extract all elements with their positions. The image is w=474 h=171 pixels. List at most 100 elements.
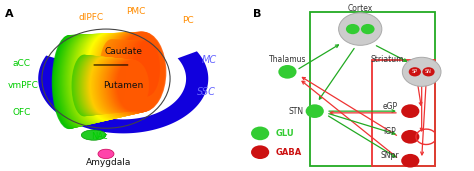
Circle shape	[361, 24, 374, 34]
Circle shape	[401, 154, 419, 168]
Ellipse shape	[93, 33, 136, 119]
Ellipse shape	[100, 33, 144, 117]
Ellipse shape	[103, 32, 147, 116]
Ellipse shape	[91, 57, 119, 114]
Ellipse shape	[106, 40, 131, 108]
Ellipse shape	[60, 35, 96, 127]
Ellipse shape	[72, 55, 96, 116]
Ellipse shape	[103, 40, 128, 109]
Ellipse shape	[73, 55, 98, 116]
Ellipse shape	[117, 60, 148, 111]
Text: vmPFC: vmPFC	[8, 81, 38, 90]
Ellipse shape	[109, 59, 139, 112]
Ellipse shape	[113, 32, 159, 114]
Ellipse shape	[85, 56, 112, 115]
Ellipse shape	[109, 40, 133, 107]
Ellipse shape	[62, 35, 98, 127]
Ellipse shape	[109, 40, 134, 107]
Text: PMC: PMC	[126, 8, 145, 16]
Ellipse shape	[66, 34, 103, 126]
Ellipse shape	[56, 35, 91, 128]
Ellipse shape	[131, 41, 156, 98]
Ellipse shape	[72, 34, 110, 124]
Ellipse shape	[103, 58, 132, 113]
Ellipse shape	[77, 34, 116, 123]
Ellipse shape	[57, 35, 92, 128]
Ellipse shape	[94, 33, 136, 119]
Ellipse shape	[68, 34, 106, 125]
Ellipse shape	[98, 33, 141, 117]
Ellipse shape	[130, 41, 155, 98]
Ellipse shape	[127, 41, 151, 99]
Ellipse shape	[113, 59, 145, 112]
Ellipse shape	[78, 55, 103, 116]
Ellipse shape	[56, 35, 91, 128]
Ellipse shape	[90, 57, 117, 114]
Ellipse shape	[65, 34, 102, 126]
Ellipse shape	[96, 33, 139, 118]
Ellipse shape	[128, 41, 152, 99]
Ellipse shape	[82, 56, 109, 115]
Ellipse shape	[117, 60, 149, 111]
Text: MC: MC	[202, 55, 217, 65]
Ellipse shape	[63, 35, 99, 126]
Ellipse shape	[105, 58, 135, 113]
Polygon shape	[38, 51, 208, 133]
Ellipse shape	[107, 32, 151, 115]
Ellipse shape	[83, 56, 110, 115]
Ellipse shape	[111, 59, 142, 112]
Ellipse shape	[132, 41, 156, 97]
Ellipse shape	[108, 32, 152, 115]
Ellipse shape	[85, 33, 126, 121]
Ellipse shape	[53, 35, 88, 129]
Ellipse shape	[106, 40, 130, 108]
Ellipse shape	[72, 34, 110, 124]
Ellipse shape	[52, 35, 86, 129]
Ellipse shape	[114, 40, 138, 105]
Ellipse shape	[118, 40, 143, 103]
Ellipse shape	[110, 32, 155, 114]
Ellipse shape	[83, 34, 124, 121]
Text: GLU: GLU	[276, 129, 295, 138]
Ellipse shape	[64, 34, 101, 126]
Circle shape	[346, 24, 360, 34]
Circle shape	[306, 104, 324, 118]
Ellipse shape	[98, 58, 126, 113]
Ellipse shape	[118, 32, 164, 113]
Ellipse shape	[87, 33, 128, 120]
Ellipse shape	[86, 56, 113, 115]
Ellipse shape	[102, 58, 132, 113]
Circle shape	[409, 67, 421, 76]
Ellipse shape	[135, 41, 160, 96]
Ellipse shape	[108, 40, 132, 108]
Ellipse shape	[55, 35, 91, 128]
Ellipse shape	[114, 40, 139, 105]
Ellipse shape	[121, 40, 146, 102]
Ellipse shape	[102, 40, 127, 110]
Ellipse shape	[54, 35, 89, 129]
Ellipse shape	[71, 34, 109, 124]
Ellipse shape	[128, 41, 153, 99]
Ellipse shape	[86, 33, 127, 121]
Ellipse shape	[111, 40, 136, 106]
Ellipse shape	[74, 55, 100, 116]
Ellipse shape	[106, 59, 137, 112]
Ellipse shape	[88, 57, 116, 114]
Ellipse shape	[113, 32, 158, 114]
Text: SNpr: SNpr	[381, 151, 399, 160]
Ellipse shape	[59, 35, 95, 127]
Ellipse shape	[60, 35, 96, 127]
Ellipse shape	[85, 56, 111, 115]
Ellipse shape	[74, 55, 99, 116]
Ellipse shape	[122, 40, 146, 102]
Ellipse shape	[110, 40, 135, 106]
Ellipse shape	[78, 34, 117, 122]
Ellipse shape	[115, 60, 147, 111]
Ellipse shape	[106, 32, 150, 115]
Ellipse shape	[108, 59, 138, 112]
Ellipse shape	[78, 56, 104, 115]
Ellipse shape	[130, 41, 155, 98]
Ellipse shape	[109, 32, 154, 115]
Circle shape	[251, 127, 269, 140]
Ellipse shape	[107, 59, 137, 112]
